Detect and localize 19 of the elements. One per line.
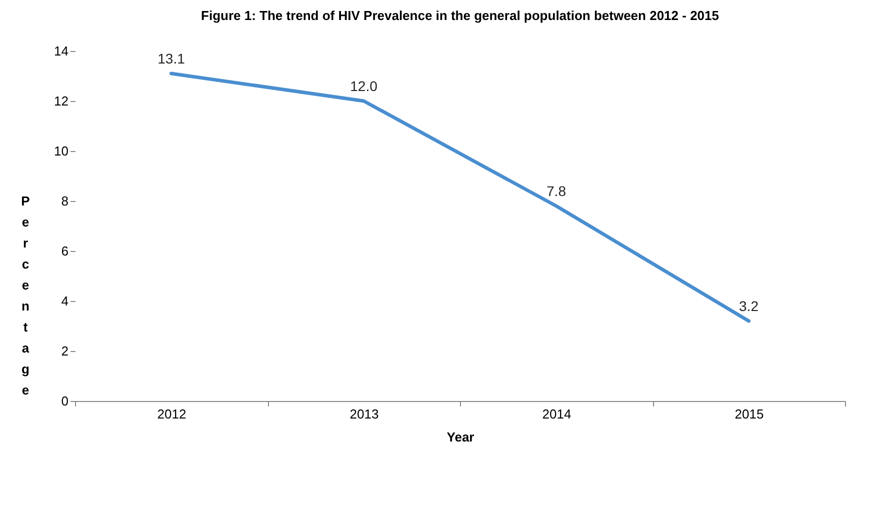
x-tick-label: 2014 <box>542 406 572 422</box>
y-tick-label: 6 <box>61 244 68 258</box>
y-tick-label: 12 <box>54 94 68 108</box>
x-tick-label: 2015 <box>734 406 764 422</box>
y-tick-label: 10 <box>54 144 68 158</box>
y-tick-label: 4 <box>61 294 68 308</box>
y-tick-label: 0 <box>61 394 68 408</box>
x-tick-label: 2012 <box>157 406 186 422</box>
chart-title: Figure 1: The trend of HIV Prevalence in the general population between 2012 - 2015 <box>201 8 719 23</box>
data-label: 12.0 <box>350 78 378 94</box>
x-tick-label: 2013 <box>350 406 379 422</box>
x-axis-title: Year <box>446 430 474 444</box>
data-label: 13.1 <box>158 50 186 66</box>
text: Percentage <box>21 194 30 398</box>
y-tick-label: 2 <box>61 344 68 358</box>
data-label: 7.8 <box>546 183 566 199</box>
y-tick-label: 14 <box>54 44 68 58</box>
y-tick-label: 8 <box>61 194 68 208</box>
data-label: 3.2 <box>739 298 759 314</box>
